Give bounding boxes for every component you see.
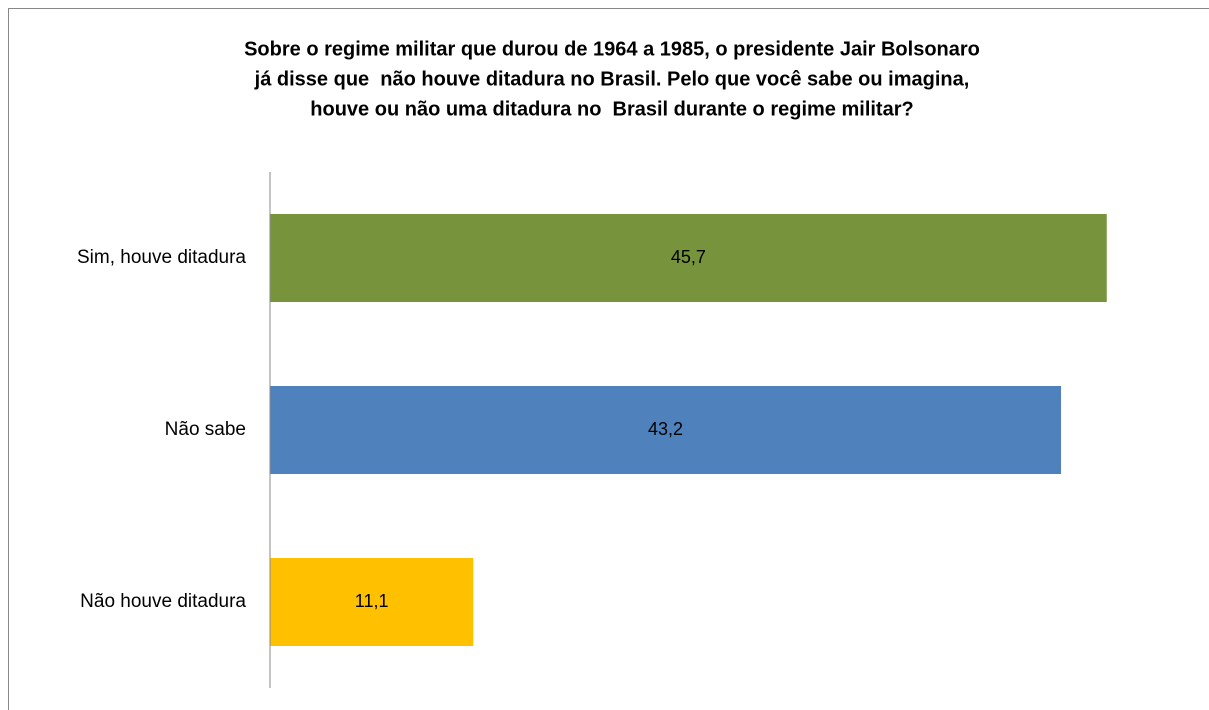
data-label: 45,7	[671, 247, 706, 267]
chart-frame	[8, 8, 1209, 710]
chart-title: já disse que não houve ditadura no Brasi…	[254, 68, 970, 90]
y-tick-label: Sim, houve ditadura	[77, 247, 246, 268]
chart-title: houve ou não uma ditadura no Brasil dura…	[310, 98, 913, 120]
bar	[270, 558, 474, 646]
chart-title: Sobre o regime militar que durou de 1964…	[244, 38, 980, 60]
bar	[270, 386, 1061, 474]
bar	[270, 214, 1107, 302]
y-tick-label: Não sabe	[165, 419, 246, 440]
data-label: 11,1	[355, 591, 389, 611]
data-label: 43,2	[648, 419, 683, 439]
y-tick-label: Não houve ditadura	[80, 591, 246, 612]
